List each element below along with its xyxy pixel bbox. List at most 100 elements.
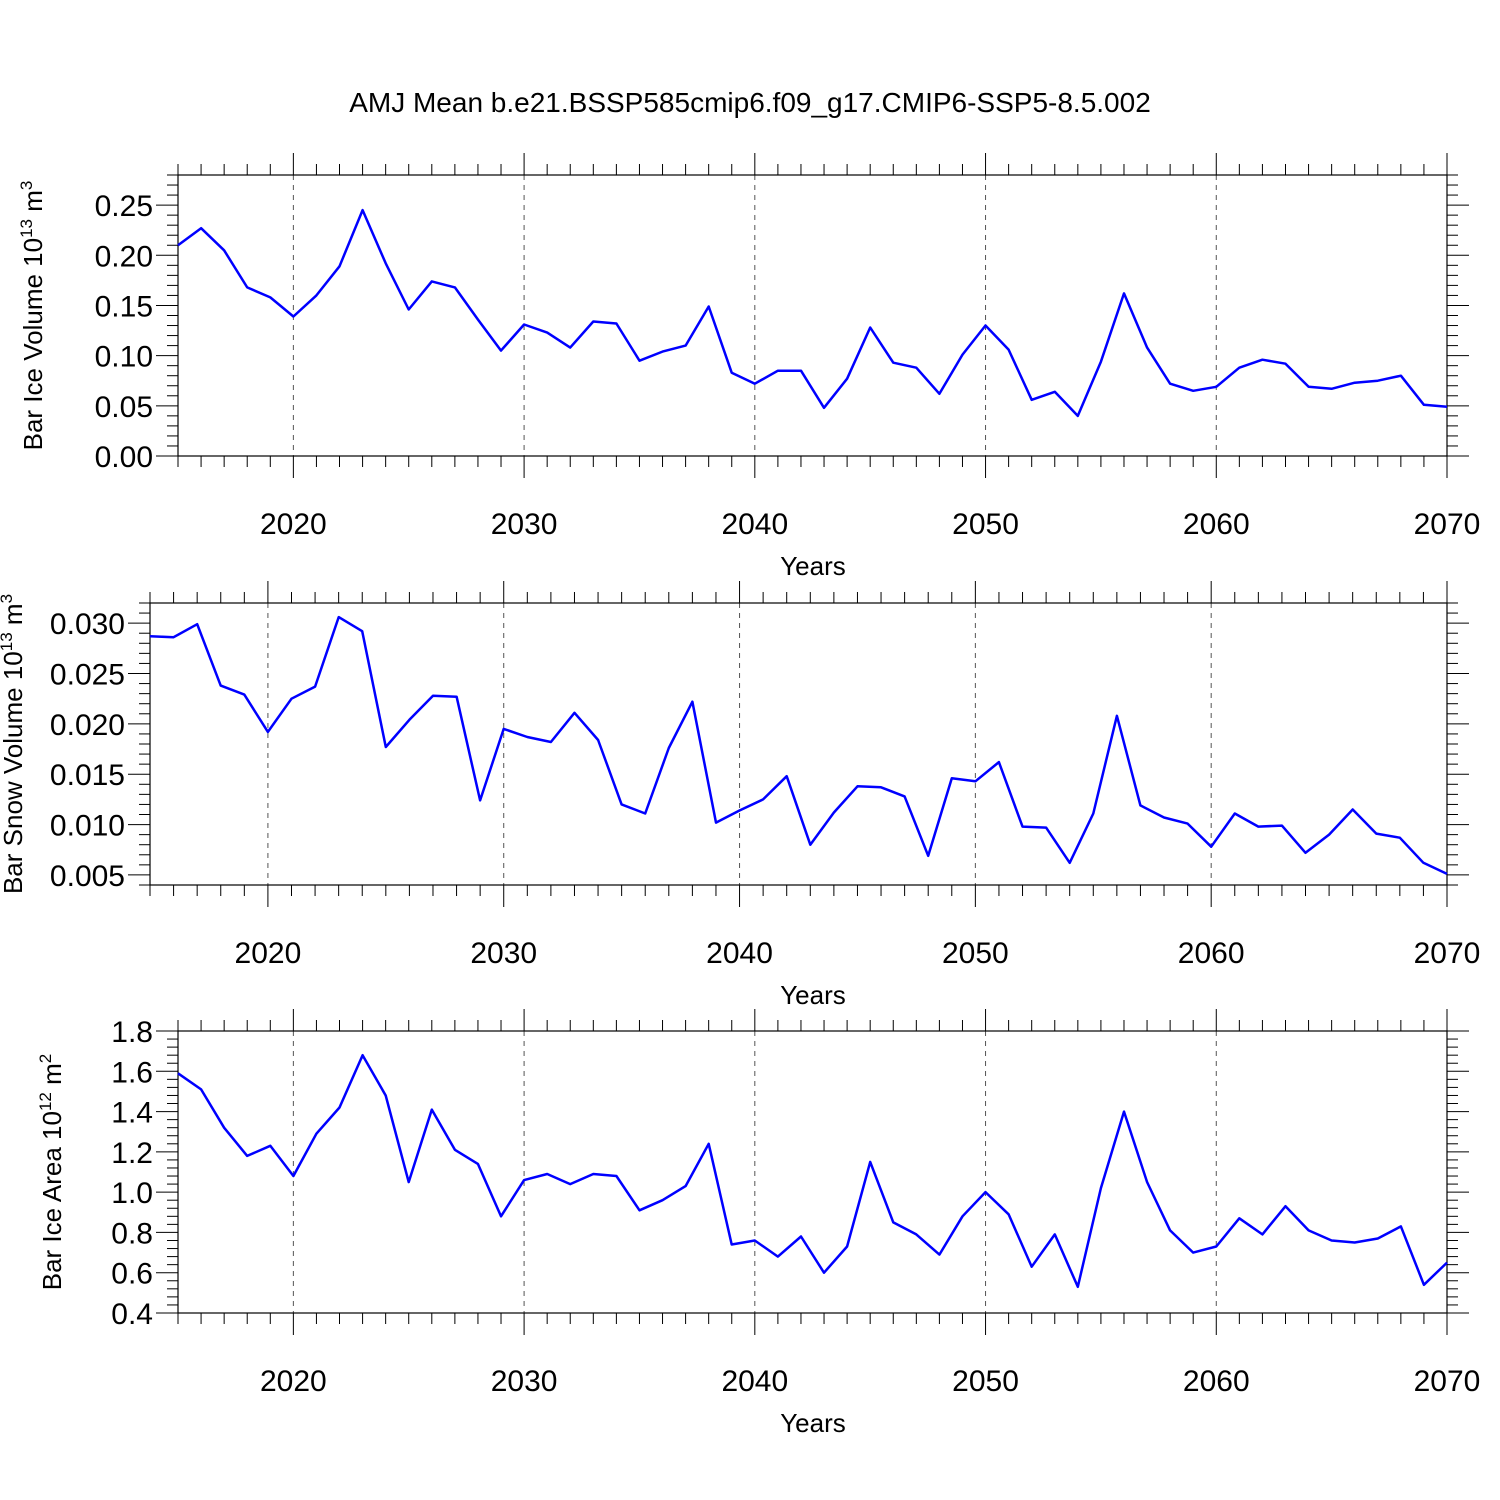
data-point (219, 684, 223, 688)
data-point (1445, 872, 1449, 876)
data-point (1280, 824, 1284, 828)
data-point (1030, 1265, 1034, 1269)
data-point (1233, 811, 1237, 815)
data-point (1122, 291, 1126, 295)
y-tick-label: 0.6 (111, 1258, 153, 1291)
data-point (1307, 385, 1311, 389)
series-line-1 (177, 1053, 1448, 1289)
data-point (407, 1180, 411, 1184)
data-point (568, 346, 572, 350)
data-point (845, 377, 849, 381)
data-point (822, 406, 826, 410)
data-point (738, 808, 742, 812)
plot-frame (149, 602, 1448, 886)
data-point (1330, 387, 1334, 391)
data-point (1422, 1283, 1426, 1287)
data-point (614, 322, 618, 326)
data-point (868, 326, 872, 330)
data-point (1091, 811, 1095, 815)
data-point (620, 802, 624, 806)
data-point (1376, 1236, 1380, 1240)
data-point (950, 776, 954, 780)
figure-title: AMJ Mean b.e21.BSSP585cmip6.f09_g17.CMIP… (349, 87, 1151, 118)
data-point (525, 735, 529, 739)
data-point (199, 1087, 203, 1091)
data-point (1099, 360, 1103, 364)
data-point (361, 208, 365, 212)
y-tick-label: 0.010 (50, 810, 125, 843)
data-point (499, 349, 503, 353)
data-point (1076, 1285, 1080, 1289)
data-point (1283, 362, 1287, 366)
data-point (960, 353, 964, 357)
data-point (268, 1144, 272, 1148)
data-point (289, 697, 293, 701)
data-point (455, 695, 459, 699)
y-tick-label: 1.0 (111, 1177, 153, 1210)
data-point (903, 794, 907, 798)
panels: 0.00 0.05 0.10 0.15 0.20 0.25 2020 2030 2040 2050… (0, 153, 1480, 1438)
data-point (667, 746, 671, 750)
data-point (1399, 374, 1403, 378)
data-point (684, 344, 688, 348)
data-point (291, 1174, 295, 1178)
data-point (1260, 1232, 1264, 1236)
data-point (1422, 403, 1426, 407)
data-point (549, 740, 553, 744)
data-point (707, 1142, 711, 1146)
data-point (1209, 845, 1213, 849)
data-point (1168, 382, 1172, 386)
data-point (360, 629, 364, 633)
data-point (453, 1148, 457, 1152)
y-axis-label: Bar Ice Volume 1013 m3 (17, 181, 48, 451)
data-point (1330, 1238, 1334, 1242)
y-axis-label-text: Bar Ice Volume 10 (18, 238, 48, 450)
data-point (926, 854, 930, 858)
data-point (1304, 851, 1308, 855)
data-point (855, 784, 859, 788)
data-point (799, 1234, 803, 1238)
data-point (1260, 358, 1264, 362)
y-axis-label-exponent: 13 (0, 632, 16, 651)
data-point (407, 307, 411, 311)
x-tick-label: 2070 (1414, 937, 1481, 970)
y-tick-label: 1.2 (111, 1137, 153, 1170)
data-point (172, 635, 176, 639)
data-point (1099, 1186, 1103, 1190)
x-tick-label: 2060 (1183, 1365, 1250, 1398)
y-tick-label: 0.00 (95, 441, 153, 474)
x-tick-label: 2020 (235, 937, 302, 970)
x-tick-label: 2050 (952, 1365, 1019, 1398)
data-point (1327, 833, 1331, 837)
data-point (937, 1253, 941, 1257)
data-point (384, 261, 388, 265)
data-point (1237, 366, 1241, 370)
data-point (384, 745, 388, 749)
data-point (891, 361, 895, 365)
data-point (799, 369, 803, 373)
data-point (973, 779, 977, 783)
data-point (476, 1162, 480, 1166)
data-point (199, 226, 203, 230)
y-tick-label: 1.8 (111, 1016, 153, 1049)
data-point (832, 810, 836, 814)
data-point (1399, 1224, 1403, 1228)
data-point (984, 1190, 988, 1194)
data-point (1007, 1212, 1011, 1216)
data-point (914, 1232, 918, 1236)
data-point (1145, 346, 1149, 350)
chart-panel-1: 0.00 0.05 0.10 0.15 0.20 0.25 2020 2030 2040 2050… (17, 153, 1480, 581)
y-tick-label: 0.4 (111, 1298, 153, 1331)
data-point (1351, 807, 1355, 811)
data-point (643, 811, 647, 815)
data-point (761, 797, 765, 801)
y-tick-label: 1.6 (111, 1056, 153, 1089)
data-point (1076, 414, 1080, 418)
y-axis-label-text: Bar Ice Area 10 (37, 1111, 67, 1290)
data-point (1256, 825, 1260, 829)
x-tick-label: 2020 (260, 1365, 327, 1398)
data-point (1307, 1228, 1311, 1232)
y-tick-label: 1.4 (111, 1097, 153, 1130)
y-axis-label-unit: m (0, 603, 28, 632)
data-point (997, 760, 1001, 764)
